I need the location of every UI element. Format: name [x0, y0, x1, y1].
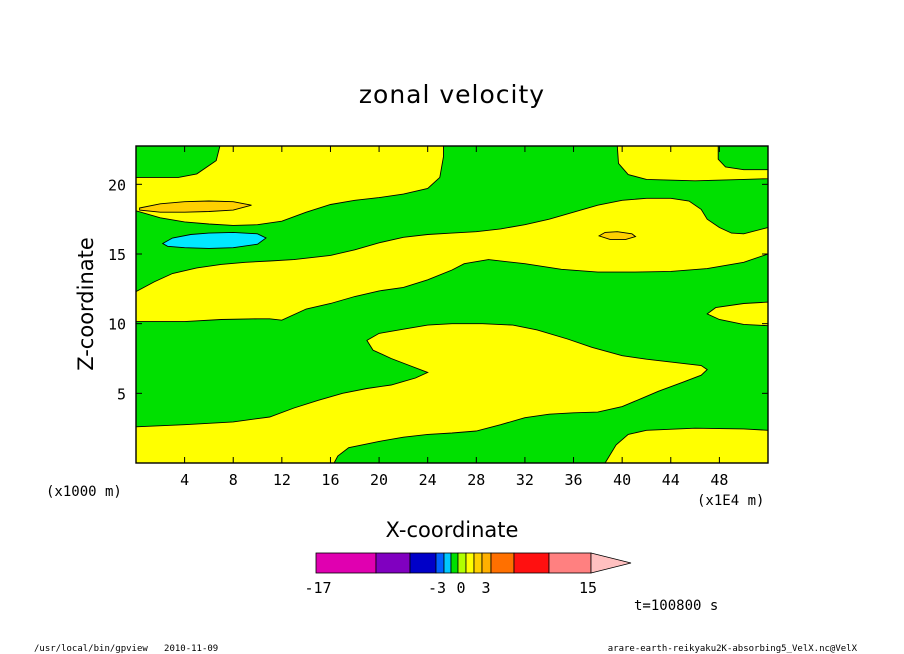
x-tick-label: 16	[321, 471, 339, 489]
x-tick-label: 44	[662, 471, 680, 489]
x-tick-label: 40	[613, 471, 631, 489]
y-tick-label: 15	[108, 246, 126, 264]
colorbar-tick-label: 0	[456, 579, 465, 597]
colorbar-segment	[457, 552, 467, 574]
contour-region-yellow	[604, 427, 768, 463]
x-tick-label: 4	[180, 471, 189, 489]
colorbar-tick-label: -17	[304, 579, 331, 597]
x-tick-label: 20	[370, 471, 388, 489]
x-tick-label: 12	[273, 471, 291, 489]
colorbar-segment	[490, 552, 515, 574]
contour-region-yellow	[136, 197, 768, 323]
contour-region-yellow	[136, 323, 708, 463]
y-tick-label: 5	[117, 385, 126, 403]
colorbar-segment	[443, 552, 452, 574]
colorbar-segment	[315, 552, 377, 574]
footer-file: arare-earth-reikyaku2K-absorbing5_VelX.n…	[608, 644, 858, 654]
y-tick-label: 20	[108, 176, 126, 194]
time-label: t=100800 s	[634, 598, 718, 614]
x-tick-label: 48	[710, 471, 728, 489]
contour-region-orange	[598, 231, 637, 240]
colorbar-arrow	[590, 552, 632, 574]
contour-region-green	[717, 146, 768, 171]
footer-command: /usr/local/bin/gpview 2010-11-09	[34, 644, 218, 654]
chart-title: zonal velocity	[359, 80, 545, 109]
colorbar-tick-label: 15	[579, 579, 597, 597]
colorbar-segment	[473, 552, 483, 574]
x-unit-note: (x1E4 m)	[697, 493, 764, 509]
y-unit-note: (x1000 m)	[46, 484, 122, 500]
colorbar-tick-label: -3	[428, 579, 446, 597]
colorbar-segment	[409, 552, 437, 574]
contour-region-yellow	[706, 301, 768, 327]
colorbar-segment	[450, 552, 459, 574]
colorbar-tick-label: 3	[481, 579, 490, 597]
colorbar-segment	[481, 552, 492, 574]
y-tick-label: 10	[108, 316, 126, 334]
x-tick-label: 24	[419, 471, 437, 489]
colorbar-segment	[465, 552, 475, 574]
plot-frame	[135, 145, 769, 464]
x-tick-label: 32	[516, 471, 534, 489]
x-axis-label: X-coordinate	[386, 518, 519, 542]
x-tick-label: 36	[565, 471, 583, 489]
colorbar-segment	[548, 552, 592, 574]
x-tick-label: 8	[229, 471, 238, 489]
contour-region-cyan	[161, 231, 267, 249]
contour-region-orange	[139, 200, 252, 213]
colorbar-segment	[435, 552, 445, 574]
y-axis-label: Z-coordinate	[74, 237, 98, 371]
colorbar: -17 -3 0 3 15	[304, 552, 632, 597]
colorbar-segment	[513, 552, 550, 574]
colorbar-segment	[375, 552, 411, 574]
x-tick-label: 28	[467, 471, 485, 489]
